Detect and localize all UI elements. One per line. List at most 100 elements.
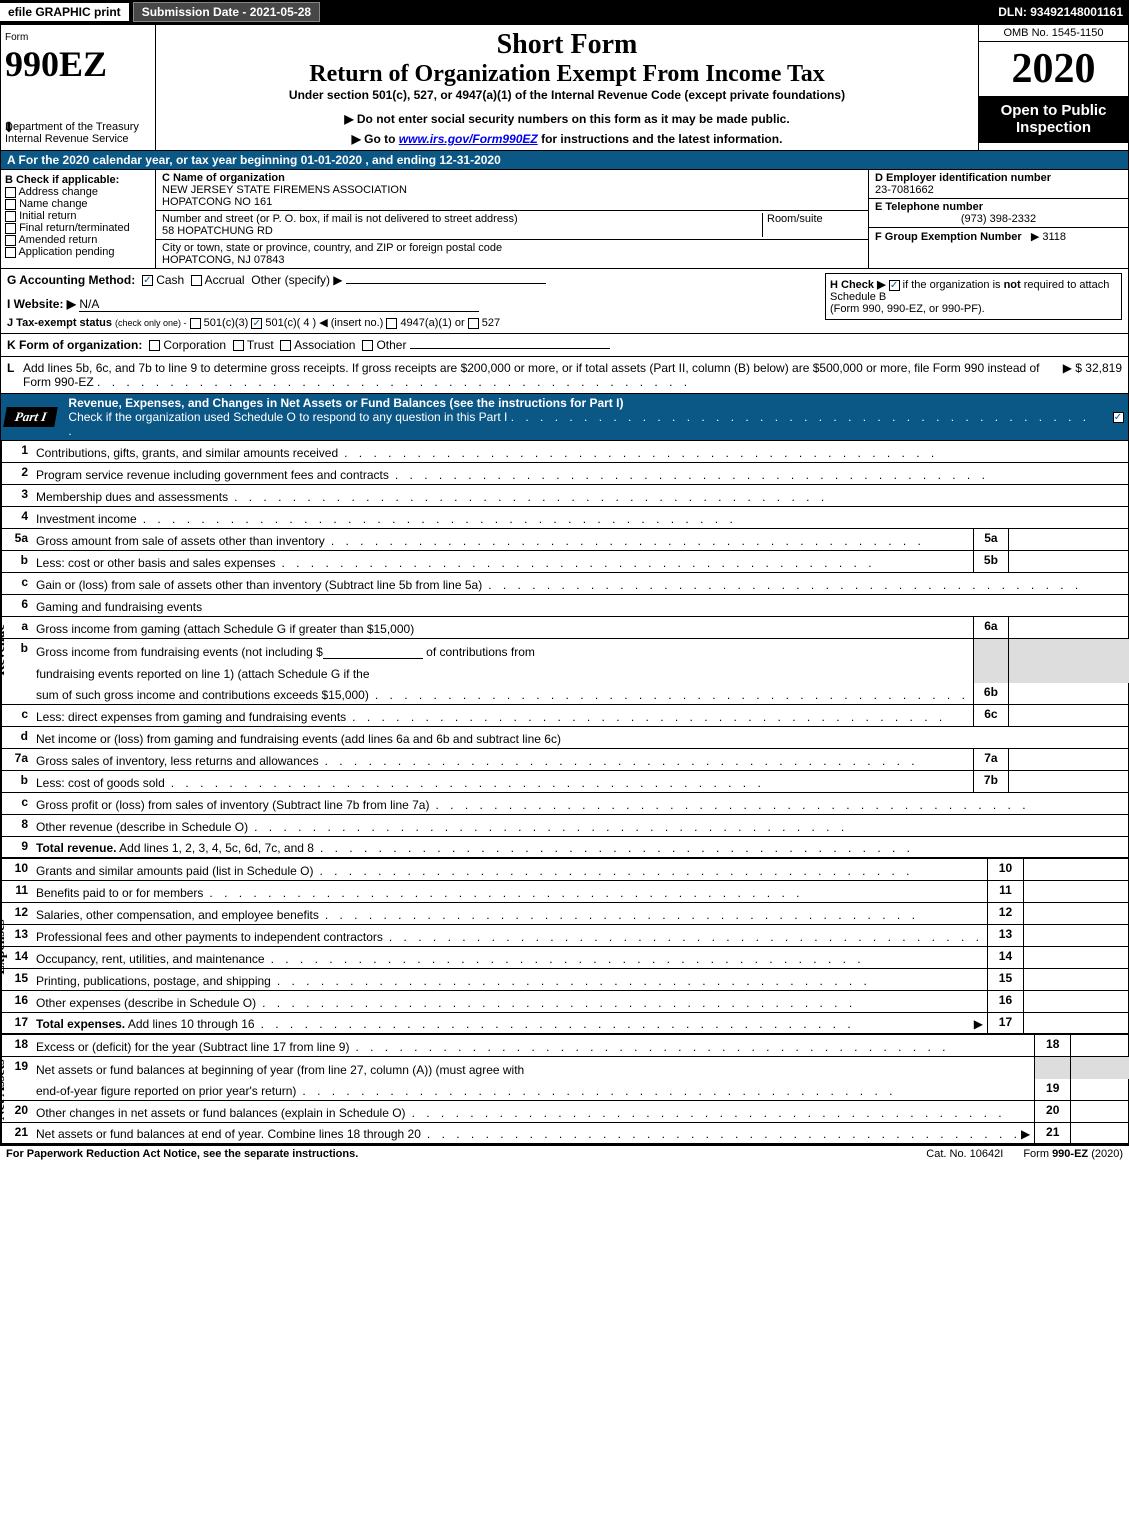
g-label: G Accounting Method: bbox=[7, 273, 135, 287]
goto-pre: ▶ Go to bbox=[352, 132, 399, 146]
part1-label: Part I bbox=[3, 407, 58, 427]
line-5b: b Less: cost or other basis and sales ex… bbox=[2, 551, 1129, 573]
l-section: L Add lines 5b, 6c, and 7b to line 9 to … bbox=[1, 357, 1128, 394]
section-c: C Name of organization NEW JERSEY STATE … bbox=[156, 170, 868, 268]
expenses-table: Expenses 10 Grants and similar amounts p… bbox=[1, 859, 1128, 1035]
line-9: 9 Total revenue. Add lines 1, 2, 3, 4, 5… bbox=[2, 837, 1129, 859]
chk-501c[interactable]: ✓ bbox=[251, 318, 262, 329]
line-6b-3: sum of such gross income and contributio… bbox=[2, 683, 1129, 705]
line-6a: a Gross income from gaming (attach Sched… bbox=[2, 617, 1129, 639]
k-section: K Form of organization: Corporation Trus… bbox=[1, 334, 1128, 357]
phone-value: (973) 398-2332 bbox=[875, 213, 1122, 225]
f-number: ▶ 3118 bbox=[1031, 231, 1066, 243]
street-value: 58 HOPATCHUNG RD bbox=[162, 225, 273, 237]
line-21: 21 Net assets or fund balances at end of… bbox=[2, 1123, 1129, 1145]
room-label: Room/suite bbox=[767, 213, 823, 225]
city-label: City or town, state or province, country… bbox=[162, 242, 502, 254]
download-icon[interactable]: ⬇ bbox=[3, 119, 15, 136]
netassets-table: Net Assets 18 Excess or (deficit) for th… bbox=[1, 1035, 1128, 1145]
chk-pending[interactable] bbox=[5, 247, 16, 258]
chk-501c3[interactable] bbox=[190, 318, 201, 329]
line-11: 11 Benefits paid to or for members. . . … bbox=[2, 881, 1129, 903]
chk-accrual[interactable] bbox=[191, 275, 202, 286]
h-label: H Check ▶ bbox=[830, 279, 886, 291]
line-a-band: A For the 2020 calendar year, or tax yea… bbox=[1, 151, 1128, 170]
other-method-input[interactable] bbox=[346, 283, 546, 284]
dept-treasury: Department of the Treasury bbox=[5, 121, 151, 133]
header: Form 990EZ ⬇ Department of the Treasury … bbox=[1, 25, 1128, 151]
irs-link[interactable]: www.irs.gov/Form990EZ bbox=[399, 132, 538, 146]
line-16: 16 Other expenses (describe in Schedule … bbox=[2, 991, 1129, 1013]
lbl-assoc: Association bbox=[294, 338, 355, 352]
omb-number: OMB No. 1545-1150 bbox=[979, 25, 1128, 42]
line-6d: d Net income or (loss) from gaming and f… bbox=[2, 727, 1129, 749]
header-right: OMB No. 1545-1150 2020 Open to Public In… bbox=[978, 25, 1128, 150]
line-5c: c Gain or (loss) from sale of assets oth… bbox=[2, 573, 1129, 595]
chk-trust[interactable] bbox=[233, 340, 244, 351]
lbl-other-method: Other (specify) ▶ bbox=[251, 273, 342, 287]
chk-corp[interactable] bbox=[149, 340, 160, 351]
form-container: Form 990EZ ⬇ Department of the Treasury … bbox=[0, 24, 1129, 1146]
cat-no: Cat. No. 10642I bbox=[906, 1148, 1023, 1160]
street-label: Number and street (or P. O. box, if mail… bbox=[162, 213, 518, 225]
chk-amended[interactable] bbox=[5, 235, 16, 246]
chk-address[interactable] bbox=[5, 187, 16, 198]
line-4: 4 Investment income. . . . . . . . . . .… bbox=[2, 507, 1129, 529]
fundraising-amt[interactable] bbox=[323, 658, 423, 659]
efile-topbar: efile GRAPHIC print Submission Date - 20… bbox=[0, 0, 1129, 24]
line-18: 18 Excess or (deficit) for the year (Sub… bbox=[2, 1035, 1129, 1057]
line-8: 8 Other revenue (describe in Schedule O)… bbox=[2, 815, 1129, 837]
lbl-4947: 4947(a)(1) or bbox=[400, 317, 464, 329]
l-label: L bbox=[7, 361, 14, 375]
part1-header: Part I Revenue, Expenses, and Changes in… bbox=[1, 394, 1128, 441]
entity-block: B Check if applicable: Address change Na… bbox=[1, 170, 1128, 269]
lbl-527: 527 bbox=[482, 317, 500, 329]
line-1: 1 Contributions, gifts, grants, and simi… bbox=[2, 441, 1129, 463]
chk-other[interactable] bbox=[362, 340, 373, 351]
org-name-1: NEW JERSEY STATE FIREMENS ASSOCIATION bbox=[162, 184, 407, 196]
chk-final[interactable] bbox=[5, 223, 16, 234]
part1-check-o: Check if the organization used Schedule … bbox=[68, 410, 1090, 438]
h-txt2: (Form 990, 990-EZ, or 990-PF). bbox=[830, 303, 985, 315]
ein-value: 23-7081662 bbox=[875, 184, 934, 196]
open-inspection: Open to Public Inspection bbox=[979, 96, 1128, 143]
chk-schedule-o[interactable]: ✓ bbox=[1113, 412, 1124, 423]
lbl-corp: Corporation bbox=[163, 338, 226, 352]
chk-initial[interactable] bbox=[5, 211, 16, 222]
chk-4947[interactable] bbox=[386, 318, 397, 329]
chk-527[interactable] bbox=[468, 318, 479, 329]
side-netassets: Net Assets bbox=[1, 1035, 2, 1145]
short-form-title: Short Form bbox=[164, 29, 970, 61]
c-label: C Name of organization bbox=[162, 172, 285, 184]
chk-h[interactable]: ✓ bbox=[889, 280, 900, 291]
l-amount: ▶ $ 32,819 bbox=[1055, 361, 1122, 389]
dln-label: DLN: 93492148001161 bbox=[998, 5, 1129, 19]
line-19-2: end-of-year figure reported on prior yea… bbox=[2, 1079, 1129, 1101]
header-left: Form 990EZ ⬇ Department of the Treasury … bbox=[1, 25, 156, 150]
line-6: 6 Gaming and fundraising events bbox=[2, 595, 1129, 617]
chk-name[interactable] bbox=[5, 199, 16, 210]
lbl-initial: Initial return bbox=[19, 210, 76, 222]
chk-assoc[interactable] bbox=[280, 340, 291, 351]
org-name-2: HOPATCONG NO 161 bbox=[162, 196, 272, 208]
dept-irs: Internal Revenue Service bbox=[5, 133, 151, 145]
line-6c: c Less: direct expenses from gaming and … bbox=[2, 705, 1129, 727]
other-org-input[interactable] bbox=[410, 348, 610, 349]
part1-title: Revenue, Expenses, and Changes in Net As… bbox=[68, 396, 623, 410]
line-6b-2: fundraising events reported on line 1) (… bbox=[2, 661, 1129, 683]
header-center: Short Form Return of Organization Exempt… bbox=[156, 25, 978, 150]
chk-cash[interactable]: ✓ bbox=[142, 275, 153, 286]
lbl-final: Final return/terminated bbox=[19, 222, 130, 234]
form-label: Form bbox=[5, 32, 28, 43]
i-label: I Website: ▶ bbox=[7, 297, 76, 311]
submission-date-button[interactable]: Submission Date - 2021-05-28 bbox=[133, 2, 320, 22]
efile-print-button[interactable]: efile GRAPHIC print bbox=[0, 3, 129, 21]
lbl-501c4: 501(c)( 4 ) ◀ (insert no.) bbox=[265, 317, 383, 329]
k-label: K Form of organization: bbox=[7, 338, 142, 352]
line-14: 14 Occupancy, rent, utilities, and maint… bbox=[2, 947, 1129, 969]
line-17: 17 Total expenses. Add lines 10 through … bbox=[2, 1013, 1129, 1035]
form-number: 990EZ bbox=[5, 44, 107, 84]
website-value: N/A bbox=[79, 297, 479, 312]
line-15: 15 Printing, publications, postage, and … bbox=[2, 969, 1129, 991]
line-12: 12 Salaries, other compensation, and emp… bbox=[2, 903, 1129, 925]
